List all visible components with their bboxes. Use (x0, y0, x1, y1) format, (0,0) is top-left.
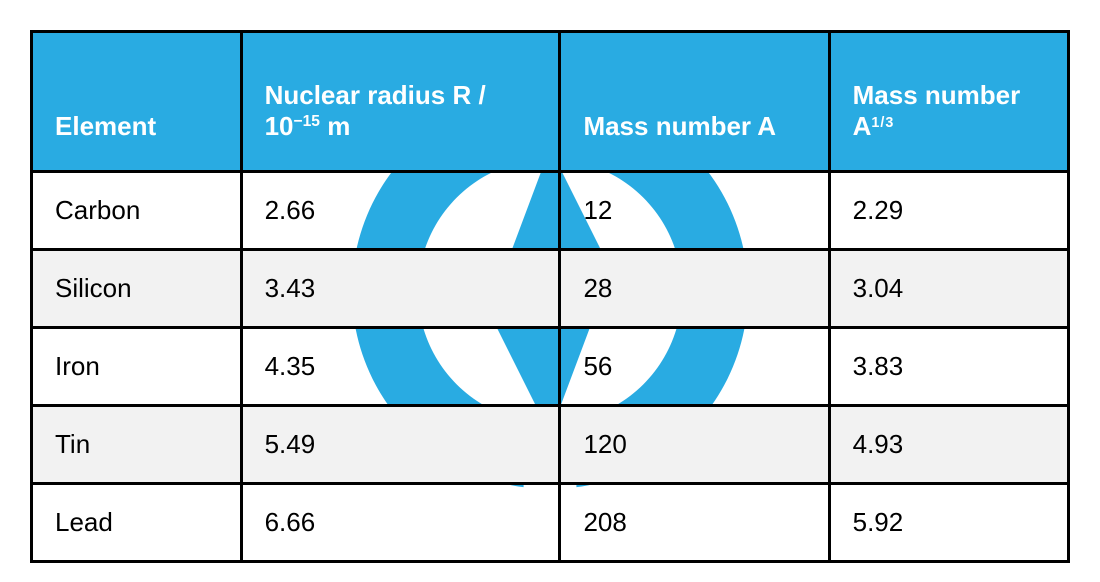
cell-a13: 3.83 (829, 328, 1068, 406)
cell-radius: 3.43 (241, 250, 560, 328)
cell-massA: 208 (560, 484, 829, 562)
cell-element: Tin (32, 406, 242, 484)
table-row: Tin5.491204.93 (32, 406, 1069, 484)
table-row: Silicon3.43283.04 (32, 250, 1069, 328)
nuclear-radius-table: Element Nuclear radius R / 10−15 m Mass … (30, 30, 1070, 563)
cell-massA: 56 (560, 328, 829, 406)
col-header-element: Element (32, 32, 242, 172)
cell-element: Lead (32, 484, 242, 562)
cell-massA: 12 (560, 172, 829, 250)
table-row: Lead6.662085.92 (32, 484, 1069, 562)
cell-radius: 5.49 (241, 406, 560, 484)
cell-element: Silicon (32, 250, 242, 328)
col-header-a13: Mass number A1/3 (829, 32, 1068, 172)
cell-a13: 3.04 (829, 250, 1068, 328)
col-header-radius: Nuclear radius R / 10−15 m (241, 32, 560, 172)
cell-a13: 5.92 (829, 484, 1068, 562)
table-row: Carbon2.66122.29 (32, 172, 1069, 250)
cell-a13: 4.93 (829, 406, 1068, 484)
cell-radius: 6.66 (241, 484, 560, 562)
cell-a13: 2.29 (829, 172, 1068, 250)
table-header-row: Element Nuclear radius R / 10−15 m Mass … (32, 32, 1069, 172)
cell-massA: 28 (560, 250, 829, 328)
col-header-massA: Mass number A (560, 32, 829, 172)
table-body: Carbon2.66122.29Silicon3.43283.04Iron4.3… (32, 172, 1069, 562)
table-row: Iron4.35563.83 (32, 328, 1069, 406)
cell-radius: 2.66 (241, 172, 560, 250)
cell-element: Carbon (32, 172, 242, 250)
cell-massA: 120 (560, 406, 829, 484)
cell-radius: 4.35 (241, 328, 560, 406)
cell-element: Iron (32, 328, 242, 406)
